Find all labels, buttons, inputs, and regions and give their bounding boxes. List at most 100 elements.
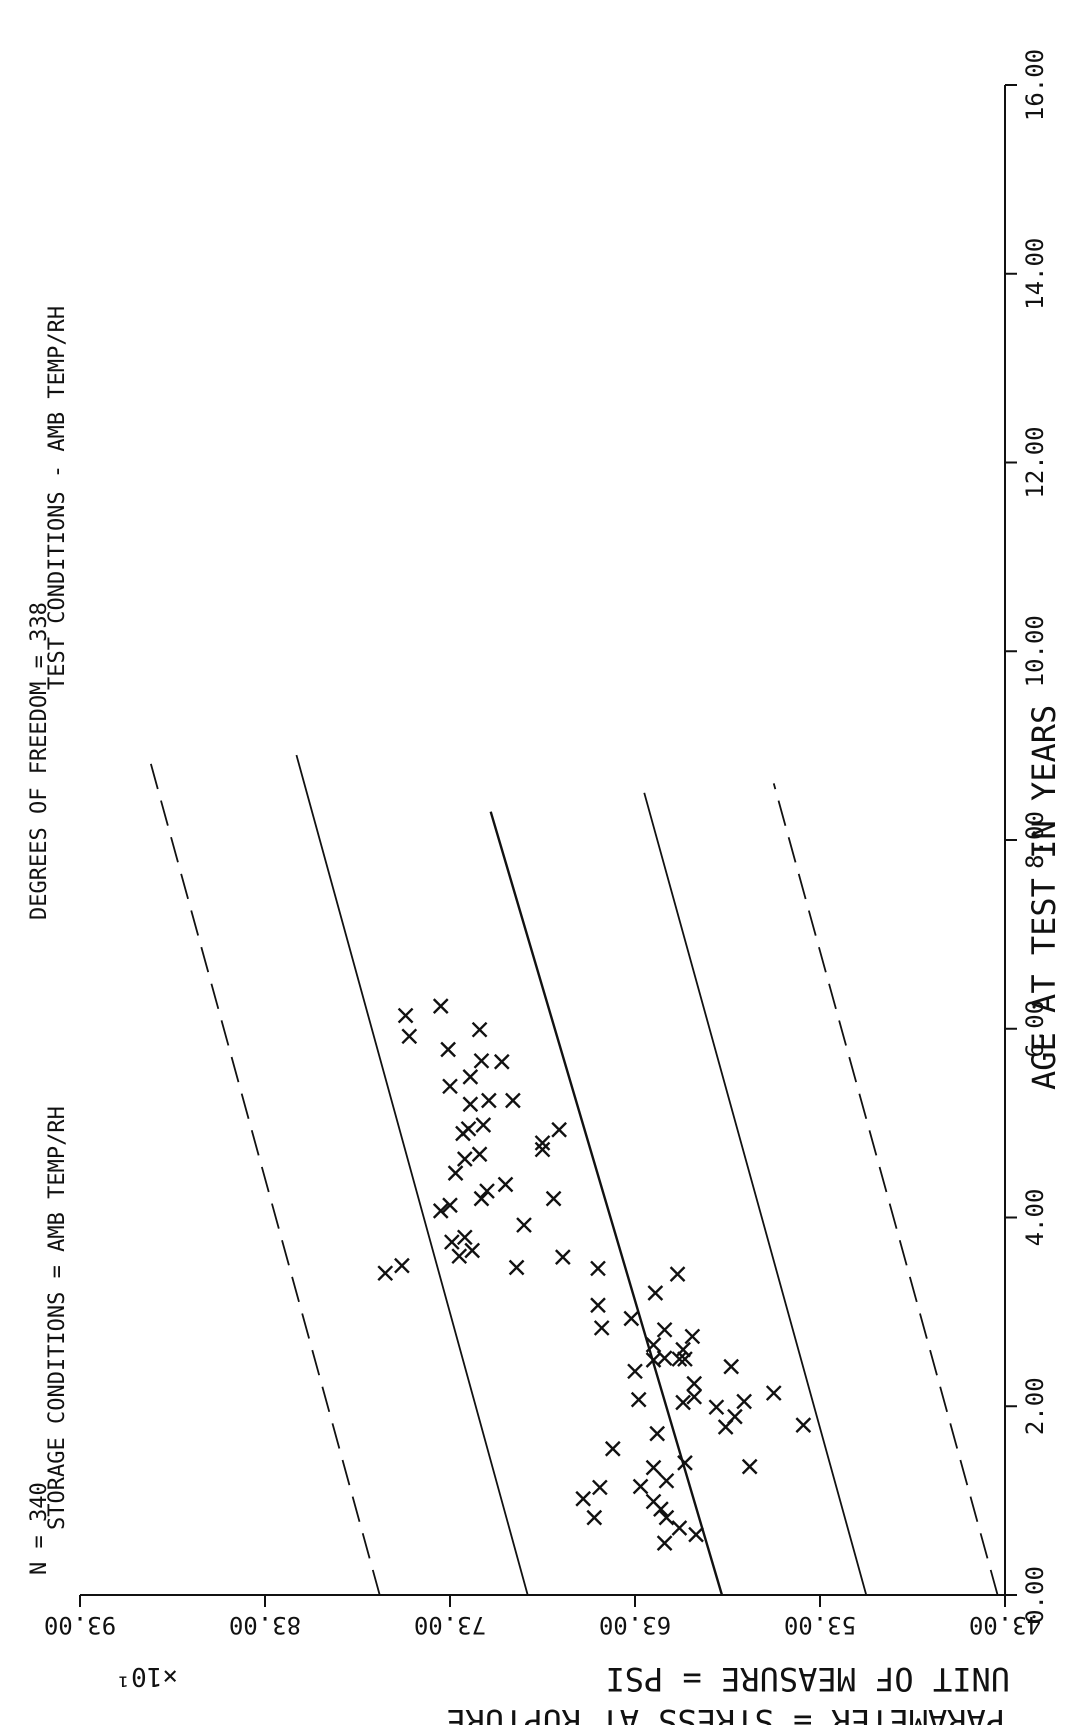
data-point [645,1337,662,1353]
regression-lines [147,754,999,1596]
data-point [401,1028,418,1045]
y-tick-label: 63.00 [599,1611,671,1639]
data-points [377,998,812,1551]
data-point [551,1121,567,1138]
data-point [479,1183,495,1199]
data-point [627,1363,643,1380]
y-tick-label: 43.00 [969,1611,1041,1639]
data-point [586,1509,603,1526]
x-tick-label: 8.00 [1021,811,1049,869]
line-regression [489,811,724,1596]
x-axis-title: AGE AT TEST IN YEARS [1025,705,1063,1090]
data-point [493,1053,510,1070]
x-tick-label: 2.00 [1021,1377,1049,1435]
data-point [508,1259,525,1276]
data-point [658,1472,675,1489]
data-point [686,1375,703,1392]
data-point [645,1493,662,1510]
data-point [736,1393,752,1410]
data-point [473,1052,490,1069]
data-point [460,1120,477,1137]
data-point [590,1260,606,1277]
y-tick-label: 93.00 [44,1611,116,1639]
data-point [604,1440,621,1457]
data-point [471,1021,488,1038]
data-point [727,1408,743,1425]
data-point [451,1248,468,1265]
data-point [534,1141,551,1158]
data-point [442,1197,458,1214]
data-point [555,1249,571,1265]
data-point [795,1417,812,1433]
data-point [575,1490,592,1507]
data-point [593,1320,610,1336]
data-point [645,1352,662,1368]
data-point [397,1007,414,1024]
data-point [394,1257,410,1274]
data-point [377,1265,394,1282]
data-point [481,1092,497,1109]
data-point [545,1190,562,1207]
y-tick-label: 73.00 [414,1611,486,1639]
line-lower-band-outer [772,783,999,1596]
data-point [471,1146,488,1163]
data-point [708,1399,725,1416]
data-point [688,1526,704,1543]
data-point [516,1217,532,1233]
data-point [656,1321,673,1338]
data-point [462,1069,479,1085]
data-point [656,1535,673,1551]
x-tick-label: 14.00 [1021,238,1049,310]
data-point [475,1117,492,1133]
data-point [630,1391,647,1408]
sample-size-label: N = 340 [27,1482,52,1575]
data-point [669,1266,686,1282]
x-tick-label: 12.00 [1021,426,1049,498]
data-point [497,1176,514,1193]
data-point [723,1358,740,1375]
data-point [677,1351,693,1367]
test-conditions-label: TEST CONDITIONS - AMB TEMP/RH [45,306,70,690]
data-point [671,1351,688,1367]
axes: 43.00 53.00 63.00 73.00 83.00 93.00 0.00 2.00 4.… [44,49,1049,1639]
data-point [592,1479,608,1496]
data-point [432,1203,449,1219]
x-tick-label: 6.00 [1021,1000,1049,1058]
x-tick-label: 10.00 [1021,615,1049,687]
x-tick-label: 0.00 [1021,1566,1049,1624]
data-point [623,1310,640,1327]
x-tick-label: 16.00 [1021,49,1049,121]
data-point [645,1459,662,1476]
data-point [741,1458,758,1475]
data-point [684,1328,701,1345]
data-point [675,1341,691,1358]
line-upper-band-outer [147,754,381,1596]
data-point [686,1388,703,1405]
storage-conditions-label: STORAGE CONDITIONS = AMB TEMP/RH [45,1106,70,1530]
data-point [440,1041,456,1058]
data-point [505,1092,521,1109]
y-axis-unit: UNIT OF MEASURE = PSI [605,1660,1010,1698]
line-lower-band-inner [643,792,868,1596]
y-axis-title: PARAMETER = STRESS AT RUPTURE [446,1702,1005,1725]
line-upper-band-inner [295,754,529,1596]
x-tick-label: 4.00 [1021,1189,1049,1247]
data-point [442,1078,458,1095]
data-point [658,1509,675,1526]
y-axis-multiplier: ×10¹ [115,1661,178,1691]
data-point [765,1385,782,1401]
y-tick-label: 83.00 [229,1611,301,1639]
data-point [675,1394,691,1411]
data-point [456,1229,473,1246]
data-point [534,1135,551,1151]
data-point [473,1190,490,1207]
degrees-of-freedom-label: DEGREES OF FREEDOM = 338 [27,602,52,920]
data-point [647,1285,664,1301]
data-point [677,1455,693,1471]
data-point [432,998,449,1014]
data-point [649,1425,666,1442]
data-point [447,1165,464,1181]
data-point [456,1151,473,1167]
data-point [464,1242,481,1259]
